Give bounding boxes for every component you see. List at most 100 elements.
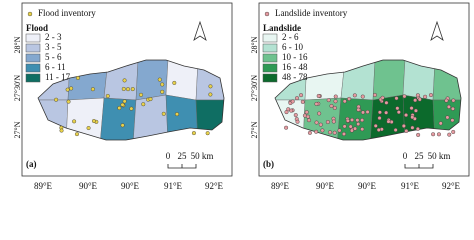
inventory-point bbox=[431, 132, 436, 137]
lon-label: 90°E bbox=[316, 181, 335, 191]
inventory-point bbox=[160, 82, 165, 87]
inventory-point bbox=[120, 102, 125, 107]
inventory-point bbox=[333, 99, 338, 104]
inventory-point bbox=[384, 100, 389, 105]
lon-label: 89°E bbox=[34, 181, 53, 191]
inventory-point bbox=[423, 94, 428, 99]
lon-label: 91°E bbox=[401, 181, 420, 191]
inventory-point bbox=[451, 98, 456, 103]
inventory-point bbox=[332, 130, 337, 135]
inventory-point bbox=[396, 110, 401, 115]
inventory-point bbox=[314, 120, 319, 125]
scale-label: 0 bbox=[403, 151, 408, 161]
inventory-point bbox=[86, 126, 91, 131]
lon-label: 92°E bbox=[442, 181, 461, 191]
inventory-point bbox=[317, 111, 322, 116]
inventory-point bbox=[191, 131, 196, 136]
inventory-point bbox=[360, 118, 365, 123]
inventory-point bbox=[208, 92, 213, 97]
inventory-point bbox=[59, 128, 64, 133]
inventory-point bbox=[161, 111, 166, 116]
panel-label: (b) bbox=[263, 159, 274, 169]
inventory-point bbox=[208, 84, 213, 89]
inventory-point bbox=[410, 125, 415, 130]
district bbox=[132, 94, 169, 140]
lat-label: 28°N bbox=[13, 36, 22, 53]
lat-label: 27°N bbox=[250, 121, 259, 138]
inventory-point bbox=[333, 94, 338, 99]
inventory-point bbox=[91, 118, 96, 123]
inventory-point bbox=[331, 119, 336, 124]
inventory-point bbox=[295, 119, 300, 124]
inventory-point bbox=[377, 116, 382, 121]
inventory-point bbox=[384, 110, 389, 115]
legend-label: 5 - 6 bbox=[45, 52, 62, 62]
legend-label: 16 - 48 bbox=[282, 62, 308, 72]
legend-label: 2 - 3 bbox=[45, 32, 62, 42]
inventory-point bbox=[316, 93, 321, 98]
inventory-point bbox=[394, 96, 399, 101]
legend-swatch bbox=[262, 53, 278, 63]
inventory-point bbox=[314, 129, 319, 134]
inventory-point bbox=[353, 126, 358, 131]
inventory-point bbox=[290, 99, 295, 104]
inventory-point bbox=[444, 98, 449, 103]
inventory-point bbox=[74, 132, 79, 137]
scale-bar bbox=[404, 164, 434, 169]
inventory-point bbox=[348, 124, 353, 129]
inventory-point bbox=[75, 76, 80, 81]
scale-label: 0 bbox=[166, 151, 171, 161]
lat-label: 28°N bbox=[250, 36, 259, 53]
inventory-point bbox=[350, 117, 355, 122]
inventory-point bbox=[66, 99, 71, 104]
inventory-point bbox=[304, 110, 309, 115]
inventory-point bbox=[117, 106, 122, 111]
district bbox=[372, 60, 406, 101]
legend-label: 3 - 5 bbox=[45, 42, 62, 52]
inventory-point bbox=[105, 94, 110, 99]
inventory-point bbox=[121, 86, 126, 91]
north-arrow bbox=[430, 20, 444, 41]
inventory-point bbox=[404, 113, 409, 118]
inventory-point bbox=[289, 108, 294, 113]
lat-label: 27°N bbox=[13, 121, 22, 138]
inventory-point bbox=[373, 123, 378, 128]
inventory-point bbox=[436, 132, 441, 137]
district bbox=[99, 97, 137, 140]
scale-bar bbox=[167, 164, 197, 169]
lon-label: 91°E bbox=[164, 181, 183, 191]
legend-label: 48 - 78 bbox=[282, 72, 308, 82]
inventory-point bbox=[299, 93, 304, 98]
inventory-point bbox=[342, 99, 347, 104]
inventory-point bbox=[395, 106, 400, 111]
inventory-point bbox=[447, 132, 452, 137]
inventory-point bbox=[356, 122, 361, 127]
inventory-point bbox=[129, 106, 134, 111]
legend-swatch bbox=[25, 33, 41, 43]
inventory-point bbox=[54, 97, 59, 102]
inventory-point bbox=[205, 131, 210, 136]
district bbox=[336, 97, 374, 140]
inventory-point bbox=[347, 96, 352, 101]
inventory-point bbox=[446, 104, 451, 109]
inventory-point bbox=[148, 97, 153, 102]
inventory-point bbox=[138, 92, 143, 97]
inventory-point bbox=[417, 97, 422, 102]
inventory-point bbox=[122, 99, 127, 104]
inventory-point bbox=[325, 120, 330, 125]
scale-label: 25 bbox=[415, 151, 425, 161]
scale-label: 50 km bbox=[191, 151, 214, 161]
legend-title: Landslide bbox=[263, 23, 301, 33]
inventory-point bbox=[416, 132, 421, 137]
legend-label: 6 - 11 bbox=[45, 62, 66, 72]
country-outline bbox=[274, 59, 462, 141]
legend-swatch bbox=[25, 43, 41, 53]
inventory-point bbox=[355, 118, 360, 123]
inventory-label: Flood inventory bbox=[38, 8, 96, 18]
inventory-label: Landslide inventory bbox=[275, 8, 348, 18]
inventory-point bbox=[284, 125, 289, 130]
legend-swatch bbox=[25, 73, 41, 83]
lat-label: 27°30'N bbox=[250, 75, 259, 102]
inventory-point bbox=[356, 107, 361, 112]
